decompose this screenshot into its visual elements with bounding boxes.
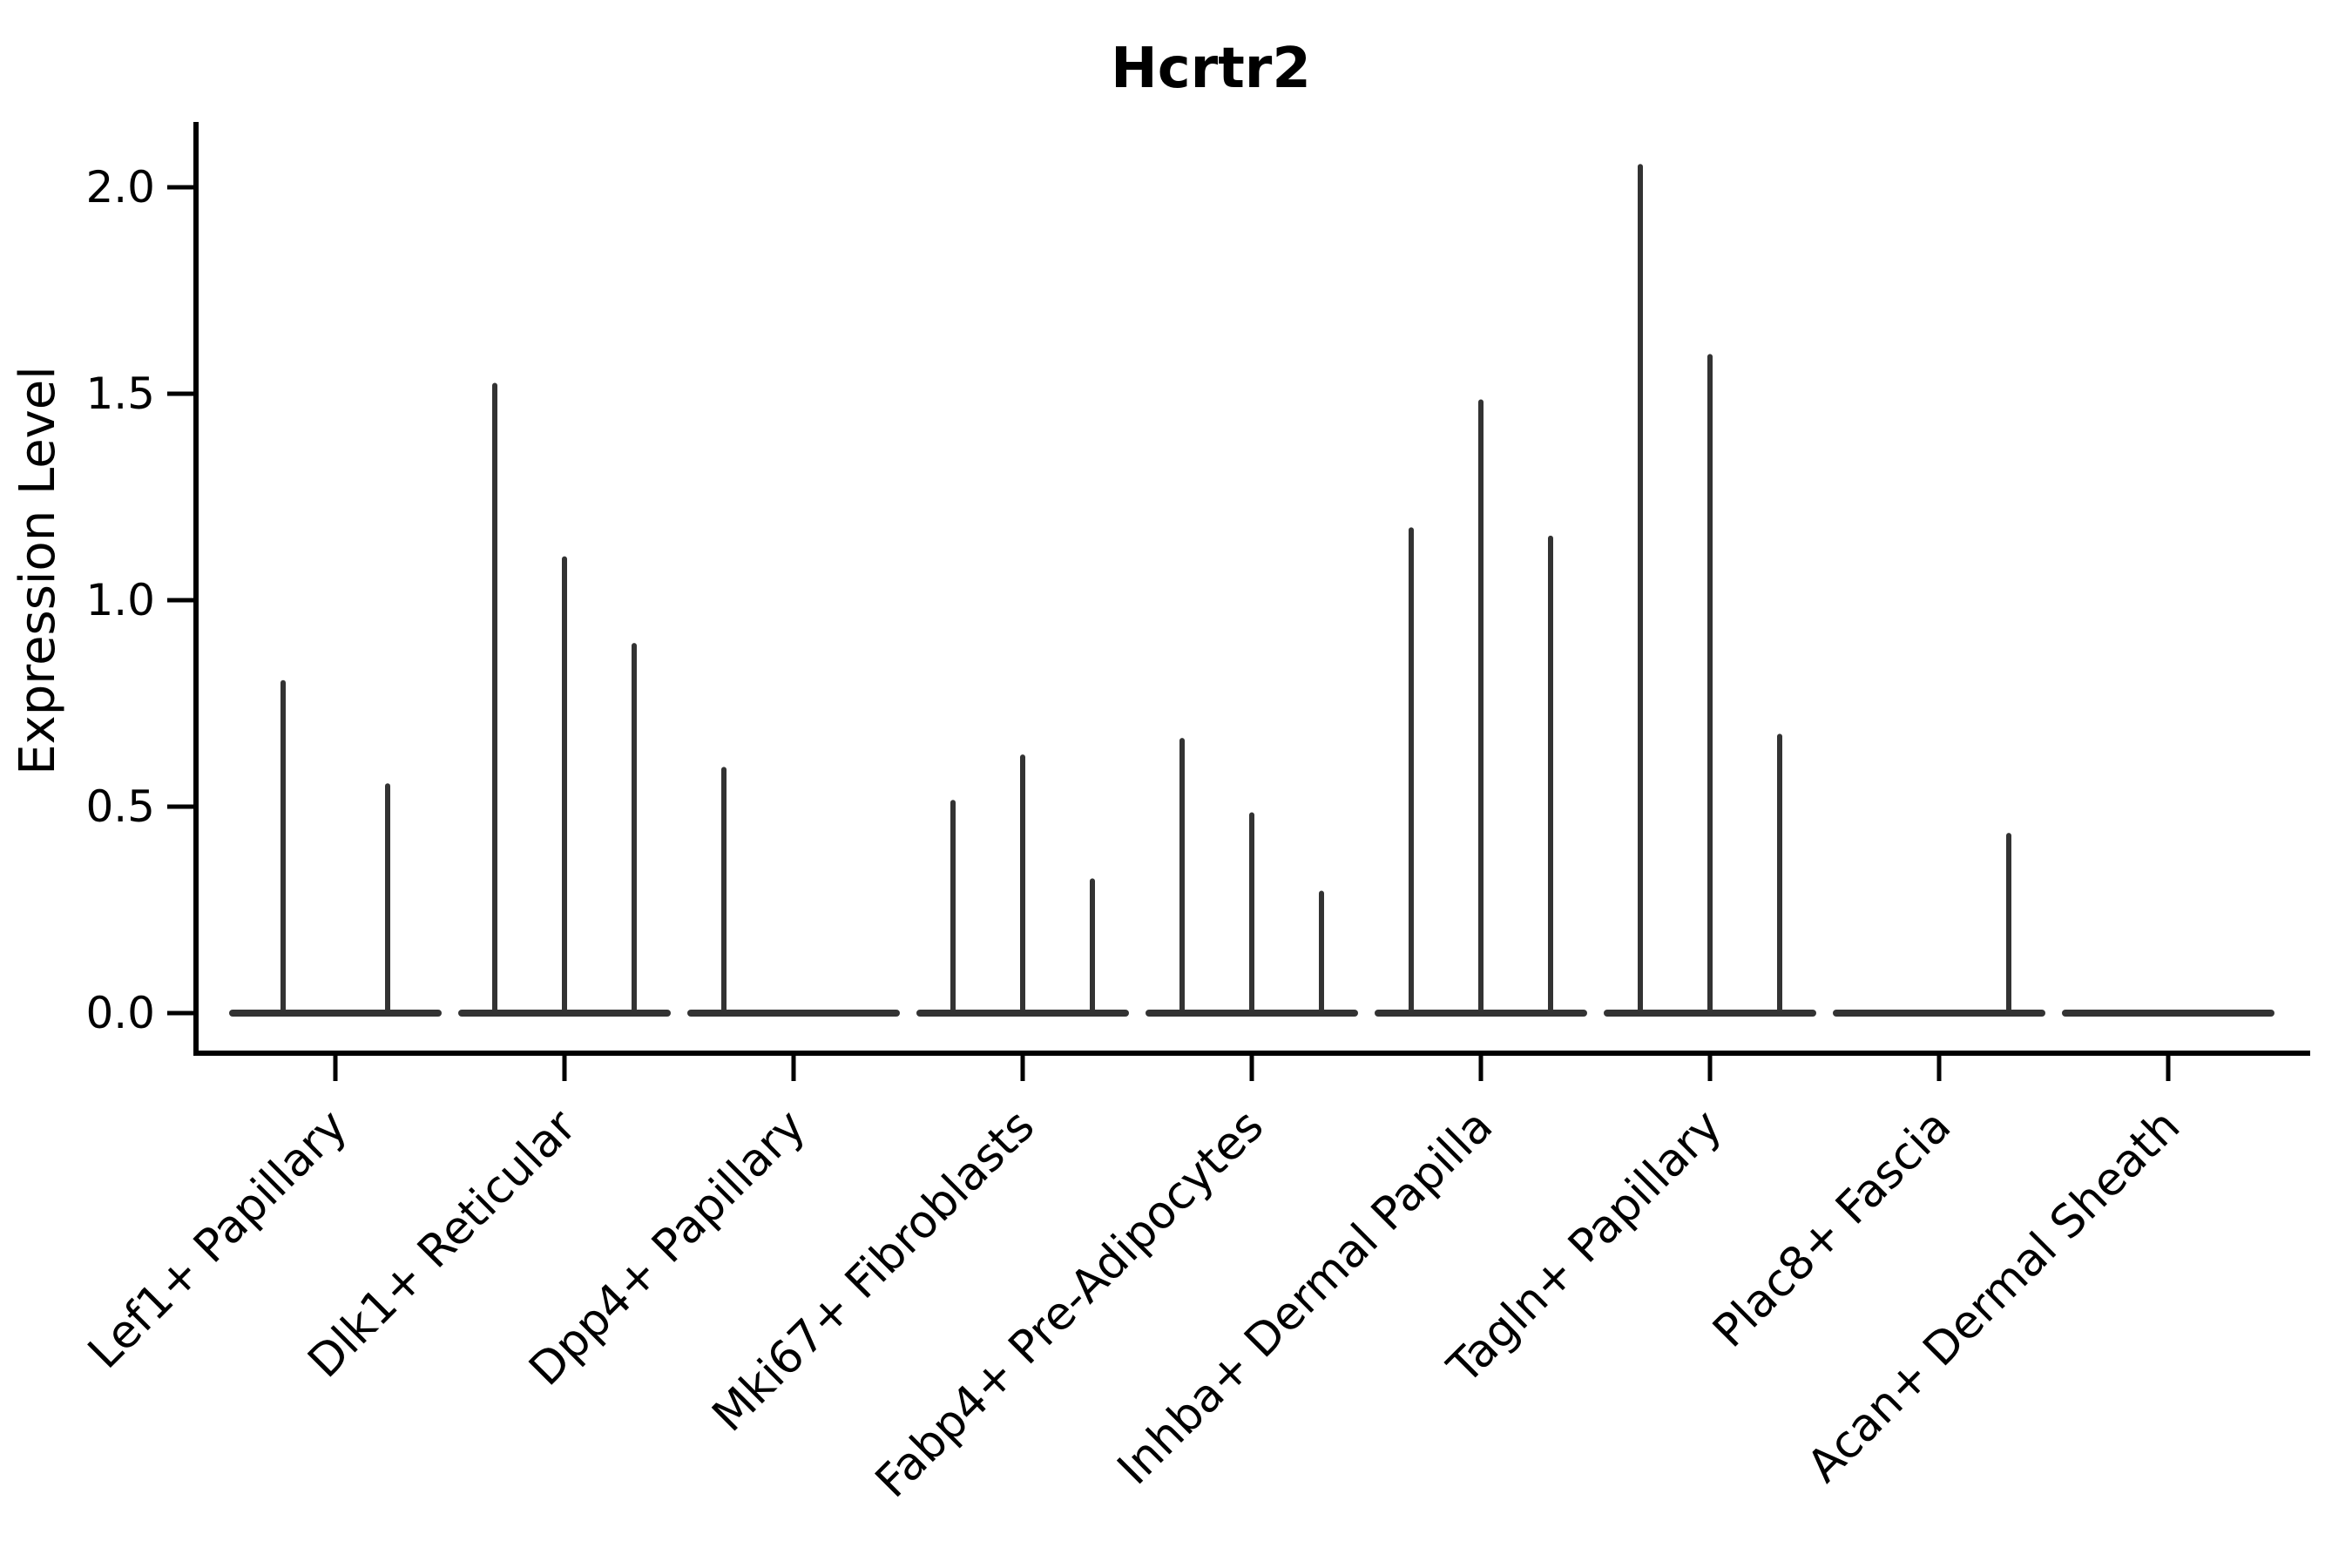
y-tick-label: 1.0 xyxy=(85,575,155,625)
y-tick-label: 2.0 xyxy=(85,162,155,213)
x-tick-label: Plac8+ Fascia xyxy=(1703,1100,1961,1358)
x-tick-label: Acan+ Dermal Sheath xyxy=(1798,1100,2191,1493)
y-axis-ticks: 0.0 0.5 1.0 1.5 2.0 xyxy=(85,162,196,1038)
y-tick-label: 1.5 xyxy=(85,368,155,419)
x-tick-label: Fabp4+ Pre-Adipocytes xyxy=(866,1100,1274,1508)
y-tick-label: 0.0 xyxy=(85,988,155,1038)
violin-series xyxy=(229,164,2274,1017)
y-axis-label: Expression Level xyxy=(10,366,66,775)
y-tick-label: 0.5 xyxy=(85,781,155,832)
chart-title: Hcrtr2 xyxy=(1111,37,1311,101)
x-tick-label: Inhba+ Dermal Papilla xyxy=(1108,1100,1503,1495)
